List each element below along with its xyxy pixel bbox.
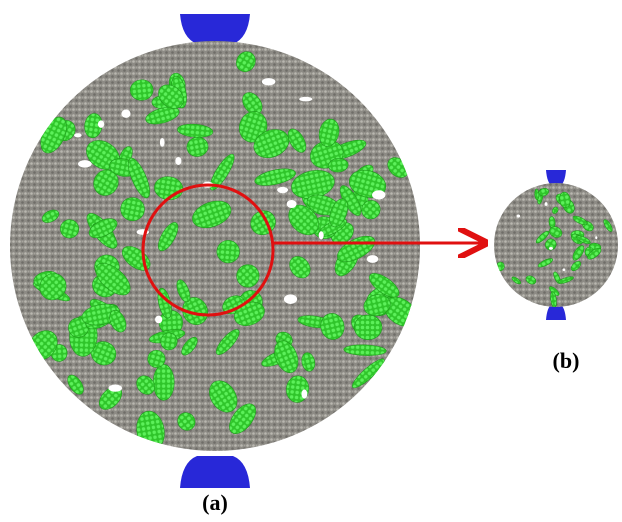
aggregate <box>88 218 118 239</box>
aggregate <box>177 412 196 431</box>
void <box>595 236 598 240</box>
void <box>97 120 105 128</box>
void <box>318 231 324 240</box>
aggregate <box>351 358 385 389</box>
aggregate <box>136 375 155 395</box>
aggregate <box>535 230 550 244</box>
void <box>366 255 379 263</box>
aggregate <box>229 403 256 434</box>
void <box>121 109 131 118</box>
aggregate <box>209 153 235 191</box>
aggregate <box>215 329 240 355</box>
top-platen <box>180 14 250 44</box>
aggregate <box>216 240 240 264</box>
void <box>108 384 123 392</box>
aggregate <box>320 313 345 340</box>
aggregate <box>329 198 349 228</box>
void <box>175 157 182 165</box>
aggregate <box>570 261 582 271</box>
void <box>155 315 163 324</box>
void <box>286 200 297 209</box>
aggregate <box>109 310 127 333</box>
void <box>277 186 289 194</box>
aggregate <box>525 275 537 285</box>
aggregate <box>147 349 166 368</box>
aggregate <box>328 158 349 173</box>
bottom-platen <box>180 456 250 488</box>
aggregate <box>603 219 613 232</box>
aggregate <box>557 276 574 284</box>
aggregate <box>552 206 559 214</box>
aggregate <box>254 168 296 186</box>
aggregate <box>318 118 340 147</box>
aggregate <box>158 84 184 109</box>
aggregate <box>41 209 60 223</box>
aggregate <box>145 106 180 125</box>
aggregate <box>287 128 307 153</box>
void <box>299 96 313 102</box>
aggregate <box>511 276 522 285</box>
void <box>301 389 308 399</box>
aggregate <box>587 247 602 260</box>
panel-label: (b) <box>553 348 580 373</box>
aggregates-b <box>496 188 613 307</box>
void <box>516 214 521 218</box>
aggregates-a <box>28 51 418 451</box>
void <box>159 137 165 147</box>
aggregate <box>177 123 214 138</box>
void <box>74 133 82 138</box>
aggregate <box>160 332 178 351</box>
aggregate <box>60 219 80 239</box>
aggregate <box>129 79 154 101</box>
bottom-platen-b <box>546 304 566 320</box>
aggregate <box>353 314 383 340</box>
aggregate <box>209 380 238 413</box>
aggregate <box>120 197 145 222</box>
aggregate <box>158 222 179 252</box>
aggregate <box>176 279 191 303</box>
aggregate <box>181 336 198 356</box>
void <box>78 160 92 168</box>
aggregate <box>67 374 84 395</box>
aggregate <box>369 273 400 298</box>
aggregate <box>236 264 260 288</box>
aggregate <box>289 256 311 279</box>
zoom-circle <box>141 183 275 317</box>
void <box>548 246 553 250</box>
void <box>261 78 276 86</box>
void <box>372 190 386 200</box>
aggregate <box>127 157 150 199</box>
aggregate <box>152 364 175 401</box>
top-platen-b <box>546 170 566 186</box>
aggregate <box>550 291 557 307</box>
aggregate <box>363 294 391 317</box>
aggregate <box>95 262 131 296</box>
void <box>283 294 298 304</box>
aggregate <box>549 226 563 238</box>
aggregate <box>559 191 571 208</box>
panel-label: (a) <box>202 490 228 515</box>
void <box>562 268 566 272</box>
aggregate <box>39 273 67 301</box>
aggregate <box>545 238 557 251</box>
aggregate <box>186 136 209 157</box>
aggregate <box>537 258 554 268</box>
aggregate <box>236 51 256 72</box>
aggregate <box>496 261 505 272</box>
aggregate <box>572 215 588 226</box>
aggregate <box>274 340 299 374</box>
aggregate <box>343 344 387 356</box>
void <box>544 202 548 206</box>
aggregate <box>301 352 316 372</box>
aggregate <box>361 200 381 220</box>
aggregate <box>576 235 591 245</box>
aggregate <box>572 245 585 261</box>
aggregate <box>534 188 540 201</box>
aggregate <box>192 200 232 229</box>
